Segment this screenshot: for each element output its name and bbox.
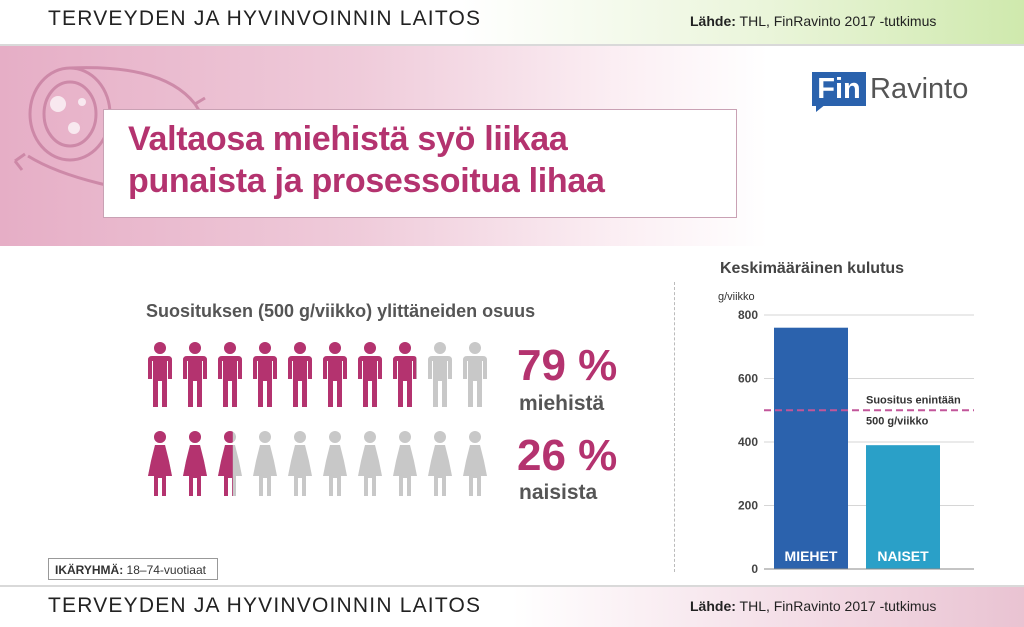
- men-percent: 79 %: [517, 341, 618, 390]
- share-heading: Suosituksen (500 g/viikko) ylittäneiden …: [146, 301, 536, 321]
- woman-icon: [253, 431, 277, 496]
- y-tick-label: 800: [738, 308, 758, 322]
- man-icon: [218, 342, 242, 407]
- header-source: Lähde: THL, FinRavinto 2017 -tutkimus: [690, 13, 936, 29]
- woman-icon: [218, 431, 242, 496]
- women-label: naisista: [519, 481, 598, 504]
- man-icon: [428, 342, 452, 407]
- header-source-label: Lähde:: [690, 13, 736, 29]
- footer-source-text: THL, FinRavinto 2017 -tutkimus: [735, 598, 937, 614]
- woman-icon: [428, 431, 452, 496]
- logo-speech-tail: [816, 104, 826, 112]
- y-tick-label: 0: [751, 562, 758, 576]
- footer-source-label: Lähde:: [690, 598, 736, 614]
- header-source-text: THL, FinRavinto 2017 -tutkimus: [735, 13, 937, 29]
- woman-icon: [393, 431, 417, 496]
- man-icon: [323, 342, 347, 407]
- logo-fin: Fin: [812, 72, 866, 106]
- header-band: TERVEYDEN JA HYVINVOINNIN LAITOS Lähde: …: [0, 0, 1024, 46]
- title-line-1: Valtaosa miehistä syö liikaa: [128, 120, 568, 158]
- age-group-value: 18–74-vuotiaat: [123, 563, 206, 577]
- bar-label: NAISET: [877, 548, 929, 564]
- logo-ravinto: Ravinto: [870, 73, 969, 105]
- consumption-bar-chart: g/viikko 0 200 400 600 800 MIEHET NAISET Suositu…: [718, 291, 974, 576]
- man-icon: [358, 342, 382, 407]
- recommendation-label: Suositus enintään: [866, 394, 961, 406]
- bar-miehet: [774, 327, 848, 569]
- footer-band: TERVEYDEN JA HYVINVOINNIN LAITOS Lähde: …: [0, 585, 1024, 627]
- man-icon: [183, 342, 207, 407]
- section-divider: [674, 282, 675, 572]
- woman-icon: [148, 431, 172, 496]
- man-icon: [253, 342, 277, 407]
- footer-org-name: TERVEYDEN JA HYVINVOINNIN LAITOS: [48, 594, 482, 617]
- man-icon: [288, 342, 312, 407]
- chart-title: Keskimääräinen kulutus: [720, 260, 905, 277]
- age-group-label: IKÄRYHMÄ:: [55, 563, 124, 577]
- woman-icon: [323, 431, 347, 496]
- y-tick-label: 600: [738, 372, 758, 386]
- woman-icon: [183, 431, 207, 496]
- bar-naiset: [866, 445, 940, 569]
- man-icon: [148, 342, 172, 407]
- header-org-name: TERVEYDEN JA HYVINVOINNIN LAITOS: [48, 7, 482, 30]
- footer-source: Lähde: THL, FinRavinto 2017 -tutkimus: [690, 598, 936, 614]
- woman-icon: [358, 431, 382, 496]
- men-label: miehistä: [519, 392, 605, 415]
- woman-icon: [288, 431, 312, 496]
- man-icon: [463, 342, 487, 407]
- man-icon: [393, 342, 417, 407]
- women-percent: 26 %: [517, 431, 618, 480]
- y-axis-label: g/viikko: [718, 291, 755, 303]
- women-pictogram-row: [146, 430, 489, 498]
- recommendation-value-label: 500 g/viikko: [866, 415, 929, 427]
- y-tick-label: 200: [738, 499, 758, 513]
- woman-icon: [463, 431, 487, 496]
- y-tick-label: 400: [738, 435, 758, 449]
- bar-label: MIEHET: [785, 548, 838, 564]
- age-group-box: IKÄRYHMÄ: 18–74-vuotiaat: [48, 558, 218, 580]
- title-box: Valtaosa miehistä syö liikaa punaista ja…: [103, 109, 737, 218]
- title-line-2: punaista ja prosessoitua lihaa: [128, 162, 605, 200]
- men-pictogram-row: [146, 341, 489, 409]
